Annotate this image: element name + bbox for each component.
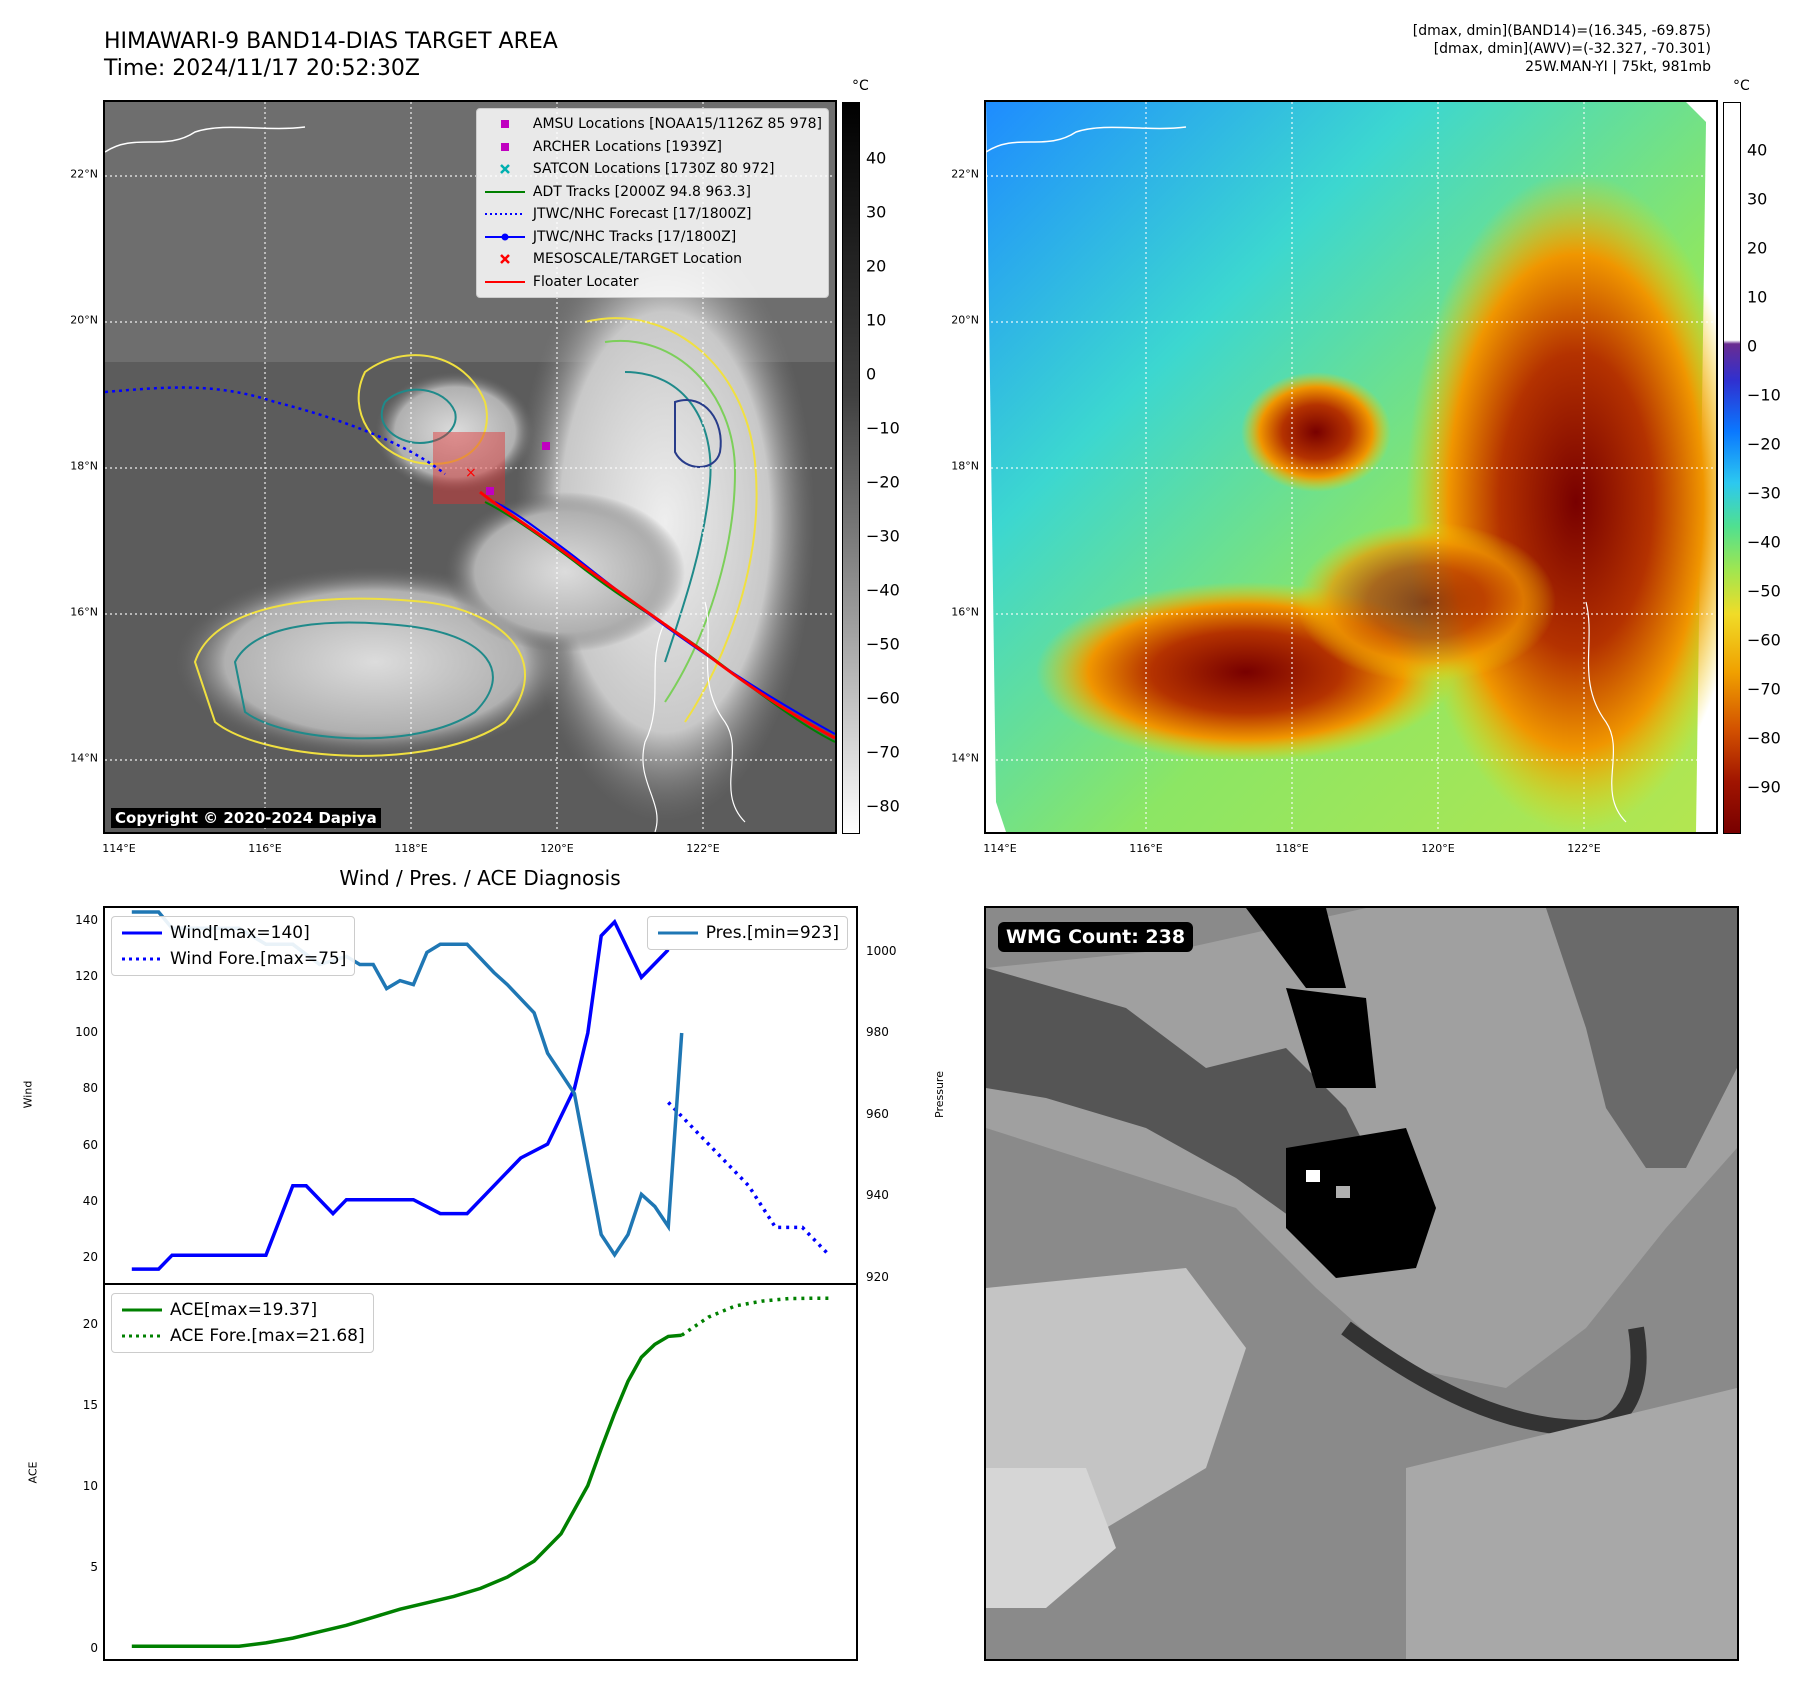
ir-map-panel: × AMSU Locations [NOAA15/1126Z 85 978] A…	[103, 100, 837, 834]
wind-forecast-dotted-icon	[120, 951, 164, 967]
enhanced-ir-map-image	[986, 102, 1716, 832]
stats-header: [dmax, dmin](BAND14)=(16.345, -69.875) […	[1413, 22, 1711, 76]
wind-yticks: 20 40 60 80 100 120 140	[40, 906, 98, 1285]
figure-title-line1: HIMAWARI-9 BAND14-DIAS TARGET AREA	[104, 29, 558, 54]
figure-title-line2: Time: 2024/11/17 20:52:30Z	[104, 56, 420, 81]
ytick-label: 100	[75, 1025, 98, 1040]
left-colorbar-ticks: 40 30 20 10 0 −10 −20 −30 −40 −50 −60 −7…	[866, 148, 900, 816]
ytick-label: 60	[82, 1137, 98, 1152]
adt-line-icon	[483, 184, 527, 200]
ytick-label: 120	[75, 969, 98, 984]
archer-marker-icon	[483, 139, 527, 155]
pressure-axis-label: Pressure	[932, 1071, 946, 1118]
wind-pressure-panel: Wind[max=140] Wind Fore.[max=75] Pres.[m…	[103, 906, 858, 1285]
floater-track	[479, 490, 835, 740]
ace-axis-label: ACE	[26, 1461, 40, 1484]
left-colorbar	[842, 102, 860, 834]
pressure-line-icon	[656, 925, 700, 941]
ytick-label: 940	[866, 1188, 889, 1203]
ytick-label: 1000	[866, 943, 897, 958]
ace-legend: ACE[max=19.37] ACE Fore.[max=21.68]	[111, 1293, 374, 1353]
legend-item-adt: ADT Tracks [2000Z 94.8 963.3]	[483, 181, 822, 204]
ytick-label: 980	[866, 1025, 889, 1040]
amsu-marker	[542, 442, 550, 450]
left-map-lon-ticks: 114°E 116°E 118°E 120°E 122°E	[102, 842, 720, 855]
ytick-label: 960	[866, 1106, 889, 1121]
cold-cloud-tops-core	[1241, 372, 1391, 492]
pressure-yticks: 920 940 960 980 1000	[866, 906, 926, 1285]
right-colorbar	[1723, 102, 1741, 834]
right-map-lat-ticks: 22°N 20°N 18°N 16°N 14°N	[951, 167, 979, 765]
legend-item-jtwc: JTWC/NHC Tracks [17/1800Z]	[483, 226, 822, 249]
ace-yticks: 0 5 10 15 20	[40, 1283, 98, 1661]
ytick-label: 0	[90, 1641, 98, 1656]
ytick-label: 15	[82, 1397, 98, 1412]
jtwc-line-icon	[483, 229, 527, 245]
wmg-count-badge: WMG Count: 238	[998, 922, 1194, 952]
band14-range: [dmax, dmin](BAND14)=(16.345, -69.875)	[1412, 23, 1711, 39]
left-colorbar-unit: °C	[852, 78, 869, 94]
ytick-label: 40	[82, 1193, 98, 1208]
wind-line-icon	[120, 925, 164, 941]
wind-axis-label: Wind	[21, 1080, 35, 1109]
ace-forecast-dotted-icon	[120, 1328, 164, 1344]
ytick-label: 10	[82, 1478, 98, 1493]
ace-line-icon	[120, 1302, 164, 1318]
storm-info: 25W.MAN-YI | 75kt, 981mb	[1525, 59, 1711, 75]
right-colorbar-ticks: 40 30 20 10 0 −10 −20 −30 −40 −50 −60 −7…	[1747, 140, 1781, 797]
series-line-ace-fore	[680, 1296, 830, 1337]
wind-legend: Wind[max=140] Wind Fore.[max=75]	[111, 916, 356, 976]
legend-item-wind: Wind[max=140]	[120, 920, 346, 946]
legend-item-satcon: SATCON Locations [1730Z 80 972]	[483, 158, 822, 181]
right-colorbar-unit: °C	[1733, 78, 1750, 94]
ytick-label: 140	[75, 913, 98, 928]
ytick-label: 920	[866, 1269, 889, 1284]
ytick-label: 5	[90, 1559, 98, 1574]
enhanced-ir-map-panel	[984, 100, 1718, 834]
legend-item-forecast: JTWC/NHC Forecast [17/1800Z]	[483, 203, 822, 226]
ace-plot	[131, 1296, 830, 1648]
legend-item-ace: ACE[max=19.37]	[120, 1297, 365, 1323]
legend-item-ace-forecast: ACE Fore.[max=21.68]	[120, 1323, 365, 1349]
wmg-eye-region	[1286, 1128, 1436, 1278]
floater-line-icon	[483, 274, 527, 290]
legend-item-floater: Floater Locater	[483, 271, 822, 294]
pressure-legend: Pres.[min=923]	[646, 916, 848, 950]
amsu-marker-icon	[483, 116, 527, 132]
ytick-label: 20	[82, 1249, 98, 1264]
series-line-ace	[131, 1333, 682, 1648]
ytick-label: 20	[82, 1316, 98, 1331]
legend-item-mesoscale: MESOSCALE/TARGET Location	[483, 248, 822, 271]
copyright-badge: Copyright © 2020-2024 Dapiya	[111, 808, 381, 828]
diagnosis-chart-title: Wind / Pres. / ACE Diagnosis	[339, 866, 621, 890]
map-legend: AMSU Locations [NOAA15/1126Z 85 978] ARC…	[475, 108, 829, 298]
series-line-wind	[131, 918, 670, 1271]
legend-item-wind-forecast: Wind Fore.[max=75]	[120, 946, 346, 972]
series-line-wind-fore	[667, 1101, 831, 1257]
left-map-lat-ticks: 22°N 20°N 18°N 16°N 14°N	[70, 167, 98, 765]
satcon-x-icon	[483, 161, 527, 177]
mesoscale-x-icon	[483, 251, 527, 267]
cloud-band-east	[515, 222, 815, 822]
legend-item-pressure: Pres.[min=923]	[656, 920, 839, 946]
ace-panel: ACE[max=19.37] ACE Fore.[max=21.68]	[103, 1283, 858, 1661]
archer-marker	[486, 487, 494, 495]
ytick-label: 80	[82, 1081, 98, 1096]
legend-item-archer: ARCHER Locations [1939Z]	[483, 136, 822, 159]
svg-text:×: ×	[465, 465, 477, 481]
awv-range: [dmax, dmin](AWV)=(-32.327, -70.301)	[1433, 41, 1711, 57]
wmg-panel: WMG Count: 238	[984, 906, 1739, 1661]
right-map-lon-ticks: 114°E 116°E 118°E 120°E 122°E	[983, 842, 1601, 855]
legend-item-amsu: AMSU Locations [NOAA15/1126Z 85 978]	[483, 113, 822, 136]
wmg-image	[986, 908, 1737, 1659]
forecast-dotted-icon	[483, 206, 527, 222]
